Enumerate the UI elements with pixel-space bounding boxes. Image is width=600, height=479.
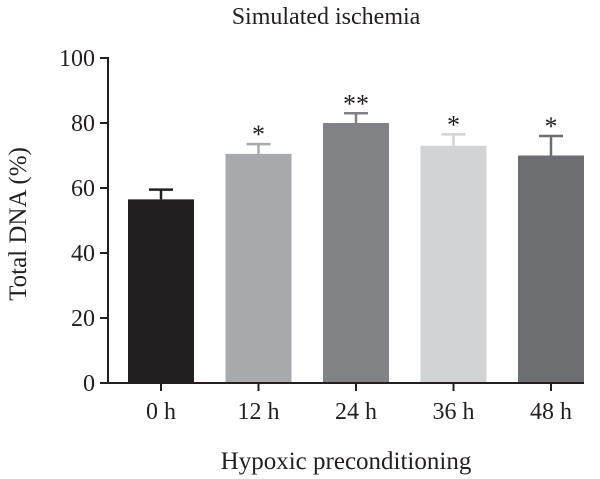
x-tick-label-0h: 0 h bbox=[146, 399, 176, 425]
significance-12h: * bbox=[252, 120, 265, 149]
x-axis-label: Hypoxic preconditioning bbox=[221, 448, 472, 475]
y-tick-label-40: 40 bbox=[71, 241, 95, 267]
y-tick-label-0: 0 bbox=[83, 371, 95, 397]
y-tick-label-60: 60 bbox=[71, 176, 95, 202]
x-tick-label-12h: 12 h bbox=[238, 399, 280, 425]
bar-0h bbox=[128, 199, 194, 383]
chart-title: Simulated ischemia bbox=[232, 4, 421, 30]
y-tick-label-80: 80 bbox=[71, 111, 95, 137]
bar-24h bbox=[323, 123, 389, 383]
significance-48h: * bbox=[545, 112, 558, 141]
y-axis-label: Total DNA (%) bbox=[5, 147, 32, 301]
y-tick-label-100: 100 bbox=[59, 46, 95, 72]
bar-36h bbox=[420, 145, 487, 383]
significance-24h: ** bbox=[343, 89, 369, 118]
x-tick-label-24h: 24 h bbox=[335, 399, 377, 425]
x-tick-label-36h: 36 h bbox=[433, 399, 475, 425]
x-tick-label-48h: 48 h bbox=[530, 399, 572, 425]
significance-36h: * bbox=[447, 110, 460, 139]
bar-12h bbox=[225, 153, 292, 383]
y-tick-label-20: 20 bbox=[71, 306, 95, 332]
plot-area: 0 20 40 60 80 100 0 h 12 h * 24 h ** 36 h * 48 h * bbox=[59, 46, 584, 425]
bar-48h bbox=[518, 155, 584, 383]
